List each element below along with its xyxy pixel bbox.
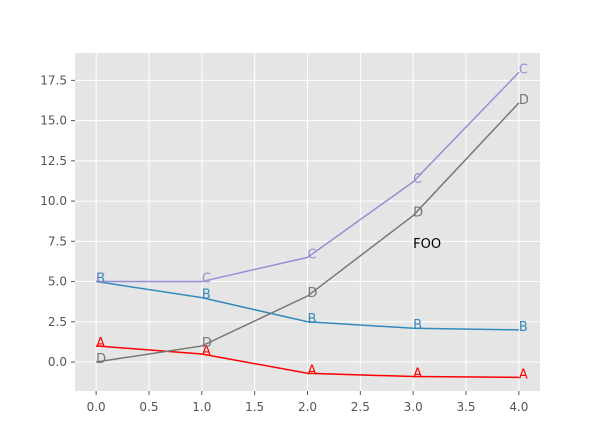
y-tick-label: 7.5 (48, 234, 67, 248)
point-label-d: D (96, 352, 106, 367)
y-tick-label: 15.0 (40, 114, 67, 128)
x-tick-label: 0.0 (87, 400, 106, 414)
point-label-c: C (413, 172, 422, 187)
point-label-a: A (96, 336, 105, 351)
x-tick-label: 4.0 (509, 400, 528, 414)
point-label-d: D (519, 93, 529, 108)
point-label-b: B (202, 288, 211, 303)
x-tick-label: 3.0 (404, 400, 423, 414)
y-tick-label: 2.5 (48, 315, 67, 329)
axes-ticks: 0.0 0.5 1.0 1.5 2.0 2.5 3.0 3.5 4.0 0.0 2.5 5.0 7.5 1… (40, 73, 528, 414)
y-tick-label: 12.5 (40, 154, 67, 168)
point-label-d: D (308, 286, 318, 301)
y-tick-label: 0.0 (48, 355, 67, 369)
x-tick-label: 0.5 (139, 400, 158, 414)
point-label-c: C (96, 272, 105, 287)
point-label-b: B (413, 318, 422, 333)
point-label-d: D (202, 336, 212, 351)
annotations: FOO (413, 237, 441, 252)
point-label-a: A (308, 363, 317, 378)
point-label-b: B (96, 272, 105, 287)
y-tick-label: 5.0 (48, 275, 67, 289)
x-tick-label: 2.5 (351, 400, 370, 414)
point-label-b: B (519, 320, 528, 335)
annotation-text: FOO (413, 237, 441, 252)
series-lines (96, 71, 520, 379)
point-label-c: C (519, 62, 528, 77)
point-label-c: C (308, 247, 317, 262)
y-tick-label: 10.0 (40, 194, 67, 208)
series-line-c (96, 71, 520, 283)
y-tick-label: 17.5 (40, 73, 67, 87)
x-tick-label: 2.0 (298, 400, 317, 414)
point-label-a: A (413, 367, 422, 382)
point-label-a: A (202, 344, 211, 359)
point-label-c: C (202, 272, 211, 287)
x-tick-label: 1.0 (192, 400, 211, 414)
point-label-b: B (308, 312, 317, 327)
point-label-d: D (413, 206, 423, 221)
x-tick-label: 3.5 (456, 400, 475, 414)
x-tick-label: 1.5 (245, 400, 264, 414)
point-label-a: A (519, 367, 528, 382)
series-line-b (96, 280, 519, 331)
series-line-d (96, 102, 520, 363)
